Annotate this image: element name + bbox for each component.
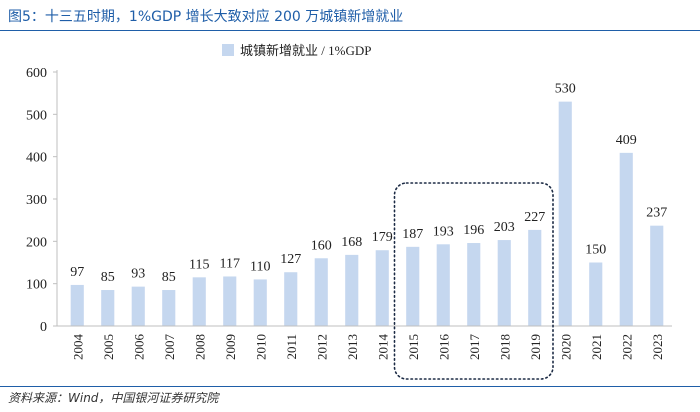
bar-2023 bbox=[650, 225, 664, 326]
x-tick-label-2006: 2006 bbox=[131, 334, 146, 361]
data-label-2011: 127 bbox=[280, 252, 301, 267]
x-tick-label-2013: 2013 bbox=[345, 334, 360, 360]
y-tick-label: 500 bbox=[26, 108, 47, 123]
x-tick-label-2020: 2020 bbox=[558, 334, 573, 360]
x-tick-label-2011: 2011 bbox=[284, 334, 299, 360]
x-tick-label-2010: 2010 bbox=[253, 334, 268, 360]
data-label-2017: 196 bbox=[463, 223, 484, 238]
bar-2016 bbox=[436, 244, 450, 326]
bar-2015 bbox=[406, 246, 420, 326]
y-tick-label: 400 bbox=[26, 151, 47, 166]
data-label-2010: 110 bbox=[250, 259, 270, 274]
bar-2022 bbox=[619, 152, 633, 326]
y-tick-label: 300 bbox=[26, 193, 47, 208]
bar-2013 bbox=[345, 254, 359, 326]
legend-label: 城镇新增就业 / 1%GDP bbox=[240, 43, 371, 58]
x-tick-label-2019: 2019 bbox=[528, 334, 543, 360]
data-label-2021: 150 bbox=[585, 243, 606, 258]
figure-title: 图5：十三五时期，1%GDP 增长大致对应 200 万城镇新增就业 bbox=[8, 9, 404, 25]
legend-swatch bbox=[222, 44, 234, 56]
y-axis: 0 100 200 300 400 500 600 bbox=[26, 66, 58, 335]
data-label-2008: 115 bbox=[189, 257, 209, 272]
x-tick-label-2012: 2012 bbox=[314, 334, 329, 360]
x-tick-label-2017: 2017 bbox=[467, 334, 482, 361]
bar-2010 bbox=[253, 279, 267, 326]
bar-2005 bbox=[101, 290, 115, 326]
x-tick-label-2022: 2022 bbox=[619, 334, 634, 360]
x-tick-label-2021: 2021 bbox=[589, 334, 604, 360]
data-label-2018: 203 bbox=[494, 220, 515, 235]
source-divider bbox=[0, 386, 700, 387]
data-label-2013: 168 bbox=[341, 235, 362, 250]
bar-2009 bbox=[223, 276, 237, 326]
bar-2008 bbox=[192, 277, 206, 326]
data-label-2020: 530 bbox=[555, 82, 576, 97]
legend: 城镇新增就业 / 1%GDP bbox=[222, 43, 371, 58]
bar-2004 bbox=[70, 284, 84, 326]
x-tick-label-2016: 2016 bbox=[436, 334, 451, 361]
bar-2018 bbox=[497, 240, 511, 326]
data-label-2012: 160 bbox=[311, 238, 332, 253]
data-label-2005: 85 bbox=[101, 270, 115, 285]
source-note: 资料来源：Wind，中国银河证券研究院 bbox=[8, 391, 219, 405]
bar-2014 bbox=[375, 250, 389, 326]
data-label-2004: 97 bbox=[70, 265, 84, 280]
data-label-2015: 187 bbox=[402, 227, 423, 242]
y-tick-label: 600 bbox=[26, 66, 47, 81]
data-label-2019: 227 bbox=[524, 210, 545, 225]
bar-2011 bbox=[284, 272, 298, 326]
y-tick-label: 0 bbox=[40, 320, 47, 335]
bar-2006 bbox=[131, 286, 145, 326]
bar-2012 bbox=[314, 258, 328, 326]
data-label-2023: 237 bbox=[646, 206, 667, 221]
data-label-2022: 409 bbox=[616, 133, 637, 148]
x-tick-label-2009: 2009 bbox=[223, 334, 238, 360]
data-label-2007: 85 bbox=[162, 270, 176, 285]
bar-2021 bbox=[589, 262, 603, 326]
bar-2007 bbox=[162, 290, 176, 326]
highlight-box-2015-2019 bbox=[393, 182, 554, 380]
x-tick-label-2014: 2014 bbox=[375, 334, 390, 361]
x-tick-label-2018: 2018 bbox=[497, 334, 512, 360]
y-tick-label: 200 bbox=[26, 235, 47, 250]
x-tick-label-2023: 2023 bbox=[650, 334, 665, 360]
bar-2020 bbox=[558, 101, 572, 326]
bar-2017 bbox=[467, 243, 481, 326]
x-tick-label-2005: 2005 bbox=[101, 334, 116, 360]
x-axis: 2004 2005 2006 2007 2008 2009 2010 2011 2012 2013… bbox=[57, 325, 672, 361]
data-label-2014: 179 bbox=[372, 230, 393, 245]
data-labels: 97 85 93 85 115 117 110 127 160 168 179 187 193 196 20… bbox=[70, 82, 667, 285]
data-label-2006: 93 bbox=[131, 267, 145, 282]
x-tick-label-2007: 2007 bbox=[162, 334, 177, 361]
data-label-2009: 117 bbox=[220, 256, 240, 271]
title-divider bbox=[0, 30, 700, 31]
bar-2019 bbox=[528, 229, 542, 326]
data-label-2016: 193 bbox=[433, 224, 454, 239]
y-tick-label: 100 bbox=[26, 278, 47, 293]
x-tick-label-2015: 2015 bbox=[406, 334, 421, 360]
x-tick-label-2008: 2008 bbox=[192, 334, 207, 360]
bar-series bbox=[70, 101, 664, 326]
x-tick-label-2004: 2004 bbox=[70, 334, 85, 361]
